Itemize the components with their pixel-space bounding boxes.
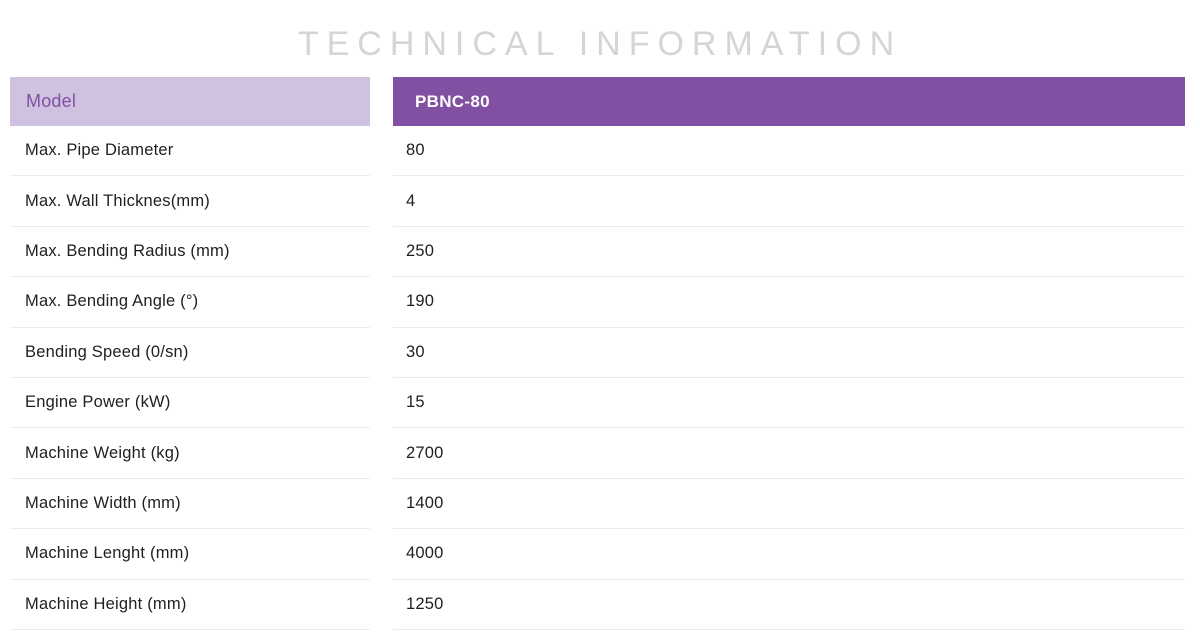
spec-value: 2700	[393, 428, 1185, 479]
spec-table: Model PBNC-80 Max. Pipe Diameter 80 Max.…	[0, 77, 1200, 630]
table-row: Max. Pipe Diameter 80	[0, 126, 1200, 177]
column-gap	[370, 77, 393, 126]
spec-label: Bending Speed (0/sn)	[10, 328, 370, 378]
column-gap	[370, 580, 393, 630]
spec-value: 30	[393, 328, 1185, 378]
spec-label: Max. Bending Radius (mm)	[10, 227, 370, 278]
table-row: Machine Lenght (mm) 4000	[0, 529, 1200, 580]
spec-value: 4000	[393, 529, 1185, 580]
column-gap	[370, 176, 393, 226]
column-gap	[370, 529, 393, 579]
column-gap	[370, 126, 393, 176]
spec-label: Machine Height (mm)	[10, 580, 370, 630]
spec-label: Max. Bending Angle (°)	[10, 277, 370, 328]
spec-label: Max. Pipe Diameter	[10, 126, 370, 177]
spec-value: 1400	[393, 479, 1185, 530]
spec-value: 1250	[393, 580, 1185, 630]
table-row: Machine Width (mm) 1400	[0, 479, 1200, 530]
column-gap	[370, 428, 393, 478]
title-bar: TECHNICAL INFORMATION	[0, 0, 1200, 77]
table-header-row: Model PBNC-80	[0, 77, 1200, 126]
table-row: Machine Weight (kg) 2700	[0, 428, 1200, 479]
table-row: Max. Bending Angle (°) 190	[0, 277, 1200, 328]
column-gap	[370, 227, 393, 277]
table-row: Machine Height (mm) 1250	[0, 580, 1200, 630]
spec-value: 250	[393, 227, 1185, 278]
table-row: Max. Wall Thicknes(mm) 4	[0, 176, 1200, 227]
spec-value: 190	[393, 277, 1185, 328]
table-row: Bending Speed (0/sn) 30	[0, 328, 1200, 378]
model-value-header-cell: PBNC-80	[393, 77, 1185, 126]
spec-label: Max. Wall Thicknes(mm)	[10, 176, 370, 227]
column-gap	[370, 479, 393, 529]
spec-value: 4	[393, 176, 1185, 227]
table-row: Engine Power (kW) 15	[0, 378, 1200, 429]
column-gap	[370, 328, 393, 378]
page-title: TECHNICAL INFORMATION	[297, 25, 903, 63]
column-gap	[370, 277, 393, 327]
spec-label: Machine Lenght (mm)	[10, 529, 370, 580]
spec-value: 15	[393, 378, 1185, 429]
column-gap	[370, 378, 393, 428]
spec-label: Machine Weight (kg)	[10, 428, 370, 479]
model-header-cell: Model	[10, 77, 370, 126]
spec-value: 80	[393, 126, 1185, 177]
spec-label: Engine Power (kW)	[10, 378, 370, 429]
spec-label: Machine Width (mm)	[10, 479, 370, 530]
table-row: Max. Bending Radius (mm) 250	[0, 227, 1200, 278]
